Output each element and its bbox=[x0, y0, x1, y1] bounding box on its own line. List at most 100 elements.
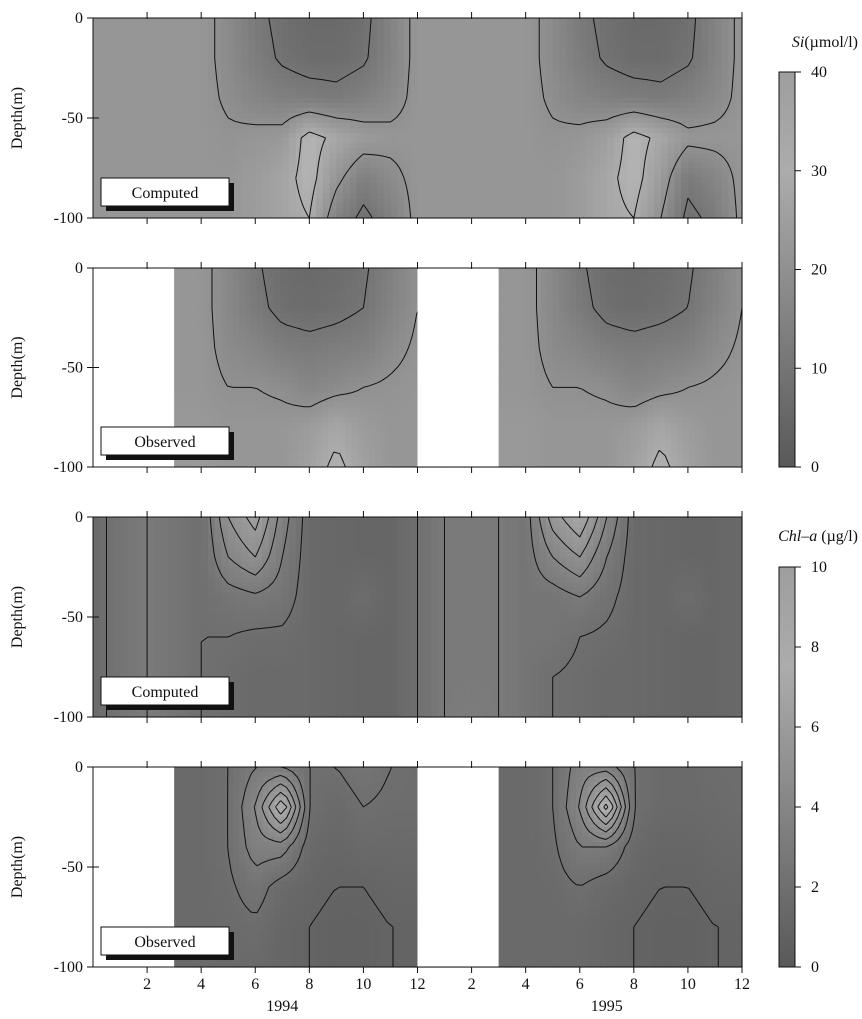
heatmap-cell bbox=[181, 88, 188, 94]
heatmap-cell bbox=[221, 333, 228, 339]
heatmap-cell bbox=[559, 68, 566, 74]
heatmap-cell bbox=[519, 178, 526, 184]
heatmap-cell bbox=[93, 143, 100, 149]
heatmap-cell bbox=[593, 148, 600, 154]
heatmap-cell bbox=[370, 38, 377, 44]
heatmap-cell bbox=[647, 173, 654, 179]
heatmap-cell bbox=[127, 63, 134, 69]
heatmap-cell bbox=[573, 18, 580, 24]
heatmap-cell bbox=[357, 168, 364, 174]
heatmap-cell bbox=[587, 98, 594, 104]
heatmap-cell bbox=[370, 193, 377, 199]
heatmap-cell bbox=[298, 323, 305, 329]
heatmap-cell bbox=[641, 23, 648, 29]
heatmap-cell bbox=[641, 63, 648, 69]
heatmap-cell bbox=[674, 103, 681, 109]
heatmap-cell bbox=[251, 397, 258, 403]
heatmap-cell bbox=[438, 173, 445, 179]
heatmap-cell bbox=[287, 308, 294, 314]
heatmap-cell bbox=[553, 178, 560, 184]
heatmap-cell bbox=[499, 163, 506, 169]
heatmap-cell bbox=[478, 153, 485, 159]
heatmap-cell bbox=[245, 328, 252, 334]
heatmap-cell bbox=[147, 163, 154, 169]
heatmap-cell bbox=[526, 88, 533, 94]
heatmap-cell bbox=[404, 133, 411, 139]
heatmap-cell bbox=[289, 18, 296, 24]
heatmap-cell bbox=[492, 158, 499, 164]
heatmap-cell bbox=[559, 98, 566, 104]
heatmap-cell bbox=[431, 18, 438, 24]
heatmap-cell bbox=[492, 128, 499, 134]
heatmap-cell bbox=[100, 33, 107, 39]
heatmap-cell bbox=[451, 128, 458, 134]
heatmap-cell bbox=[289, 193, 296, 199]
heatmap-cell bbox=[654, 68, 661, 74]
heatmap-cell bbox=[627, 193, 634, 199]
heatmap-cell bbox=[328, 402, 335, 408]
heatmap-cell bbox=[445, 113, 452, 119]
heatmap-cell bbox=[120, 23, 127, 29]
heatmap-cell bbox=[322, 437, 329, 443]
heatmap-cell bbox=[620, 103, 627, 109]
heatmap-cell bbox=[201, 143, 208, 149]
heatmap-cell bbox=[120, 98, 127, 104]
heatmap-cell bbox=[304, 442, 311, 448]
heatmap-cell bbox=[316, 343, 323, 349]
heatmap-cell bbox=[390, 23, 397, 29]
heatmap-cell bbox=[580, 68, 587, 74]
heatmap-cell bbox=[532, 203, 539, 209]
heatmap-cell bbox=[154, 128, 161, 134]
heatmap-cell bbox=[233, 397, 240, 403]
heatmap-cell bbox=[298, 372, 305, 378]
heatmap-cell bbox=[113, 163, 120, 169]
heatmap-cell bbox=[192, 382, 199, 388]
heatmap-cell bbox=[257, 447, 264, 453]
heatmap-cell bbox=[674, 138, 681, 144]
heatmap-cell bbox=[451, 23, 458, 29]
heatmap-cell bbox=[257, 353, 264, 359]
heatmap-cell bbox=[242, 83, 249, 89]
heatmap-cell bbox=[235, 38, 242, 44]
heatmap-cell bbox=[210, 358, 217, 364]
heatmap-cell bbox=[204, 323, 211, 329]
heatmap-cell bbox=[204, 298, 211, 304]
heatmap-cell bbox=[485, 38, 492, 44]
heatmap-cell bbox=[235, 203, 242, 209]
heatmap-cell bbox=[328, 407, 335, 413]
heatmap-cell bbox=[357, 178, 364, 184]
heatmap-cell bbox=[322, 447, 329, 453]
heatmap-cell bbox=[245, 303, 252, 309]
heatmap-cell bbox=[390, 98, 397, 104]
heatmap-cell bbox=[269, 442, 276, 448]
heatmap-cell bbox=[227, 318, 234, 324]
heatmap-cell bbox=[228, 103, 235, 109]
heatmap-cell bbox=[242, 68, 249, 74]
heatmap-cell bbox=[350, 38, 357, 44]
heatmap-cell bbox=[298, 303, 305, 309]
heatmap-cell bbox=[465, 168, 472, 174]
heatmap-cell bbox=[350, 128, 357, 134]
heatmap-cell bbox=[120, 88, 127, 94]
heatmap-cell bbox=[100, 123, 107, 129]
heatmap-cell bbox=[363, 108, 370, 114]
heatmap-cell bbox=[532, 118, 539, 124]
heatmap-cell bbox=[228, 148, 235, 154]
heatmap-cell bbox=[512, 43, 519, 49]
heatmap-cell bbox=[728, 63, 735, 69]
heatmap-cell bbox=[384, 28, 391, 34]
heatmap-cell bbox=[245, 348, 252, 354]
heatmap-cell bbox=[573, 198, 580, 204]
heatmap-cell bbox=[411, 68, 418, 74]
heatmap-cell bbox=[233, 372, 240, 378]
heatmap-cell bbox=[255, 193, 262, 199]
heatmap-cell bbox=[210, 353, 217, 359]
heatmap-cell bbox=[539, 118, 546, 124]
heatmap-cell bbox=[722, 98, 729, 104]
heatmap-cell bbox=[227, 298, 234, 304]
heatmap-cell bbox=[526, 63, 533, 69]
heatmap-cell bbox=[269, 138, 276, 144]
heatmap-cell bbox=[478, 193, 485, 199]
heatmap-cell bbox=[370, 33, 377, 39]
heatmap-cell bbox=[289, 178, 296, 184]
